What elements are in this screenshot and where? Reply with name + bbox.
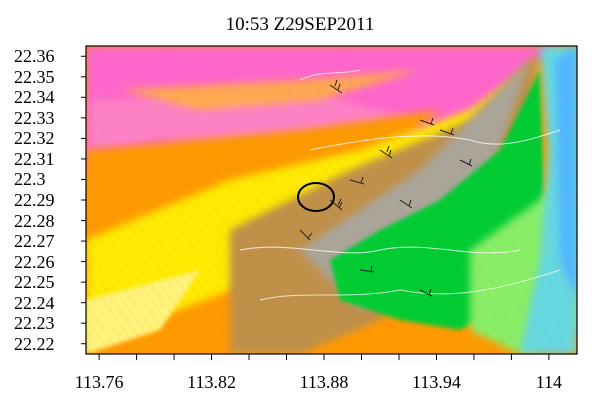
highlight-ellipse	[297, 182, 335, 212]
lat-tick-label: 22.23	[14, 313, 55, 334]
lat-tick-label: 22.36	[14, 46, 55, 67]
lat-tick-label: 22.26	[14, 251, 55, 272]
lon-tick-label: 113.94	[412, 372, 461, 392]
lat-tick-label: 22.22	[14, 333, 55, 354]
lat-tick-label: 22.31	[14, 148, 55, 169]
lat-tick-label: 22.34	[14, 87, 55, 108]
lat-tick-label: 22.24	[14, 292, 55, 313]
lat-tick-label: 22.35	[14, 66, 55, 87]
lat-tick-label: 22.27	[14, 231, 55, 252]
lon-tick-label: 114	[535, 372, 563, 392]
lat-tick-label: 22.28	[14, 210, 55, 231]
lat-tick-label: 22.33	[14, 107, 55, 128]
lon-tick-label: 113.76	[74, 372, 124, 392]
lon-tick-label: 113.82	[187, 372, 236, 392]
map-title: 10:53 Z29SEP2011	[225, 14, 375, 35]
wind-barbs	[299, 79, 473, 297]
lat-tick-label: 22.25	[14, 272, 55, 293]
lat-tick-label: 22.3	[14, 169, 46, 190]
lat-tick-label: 22.32	[14, 128, 55, 149]
lat-tick-label: 22.29	[14, 190, 55, 210]
color-field	[86, 46, 577, 354]
lon-tick-label: 113.88	[299, 372, 349, 392]
